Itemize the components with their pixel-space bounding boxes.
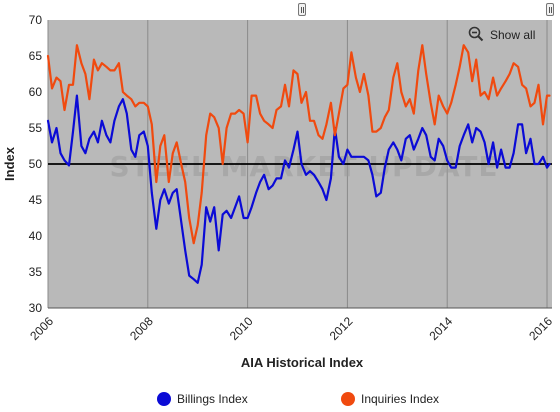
y-tick-label: 60 bbox=[29, 85, 43, 99]
legend-label-billings: Billings Index bbox=[177, 392, 248, 406]
y-tick-label: 65 bbox=[29, 49, 43, 63]
navigator-right-handle[interactable] bbox=[546, 3, 554, 16]
x-tick-labels: 2006 2008 2010 2012 2014 2016 bbox=[27, 314, 555, 343]
zoom-out-icon bbox=[468, 26, 484, 45]
legend-item-inquiries[interactable]: Inquiries Index bbox=[341, 392, 439, 406]
x-tick-label: 2012 bbox=[327, 314, 356, 343]
navigator-left-handle[interactable] bbox=[298, 3, 306, 16]
y-tick-label: 50 bbox=[29, 157, 43, 171]
y-tick-label: 70 bbox=[29, 13, 43, 27]
y-tick-labels: 30 35 40 45 50 55 60 65 70 bbox=[29, 13, 43, 315]
x-tick-label: 2016 bbox=[526, 314, 555, 343]
x-tick-label: 2006 bbox=[27, 314, 56, 343]
y-tick-label: 40 bbox=[29, 229, 43, 243]
y-tick-label: 35 bbox=[29, 265, 43, 279]
series-group bbox=[46, 44, 551, 284]
show-all-label: Show all bbox=[490, 28, 536, 42]
legend-marker-inquiries bbox=[341, 392, 355, 406]
legend-label-inquiries: Inquiries Index bbox=[361, 392, 440, 406]
y-tick-label: 30 bbox=[29, 301, 43, 315]
y-tick-label: 45 bbox=[29, 193, 43, 207]
legend-item-billings[interactable]: Billings Index bbox=[157, 392, 248, 406]
legend-marker-billings bbox=[157, 392, 171, 406]
series-line-inquiries bbox=[46, 44, 551, 245]
x-tick-label: 2010 bbox=[227, 314, 256, 343]
show-all-button[interactable]: Show all bbox=[468, 25, 535, 45]
series-line-billings bbox=[46, 94, 551, 284]
y-tick-label: 55 bbox=[29, 121, 43, 135]
x-tick-label: 2014 bbox=[426, 314, 455, 343]
x-axis-label: AIA Historical Index bbox=[241, 355, 364, 370]
y-axis-label: Index bbox=[2, 146, 17, 181]
x-tick-label: 2008 bbox=[127, 314, 156, 343]
